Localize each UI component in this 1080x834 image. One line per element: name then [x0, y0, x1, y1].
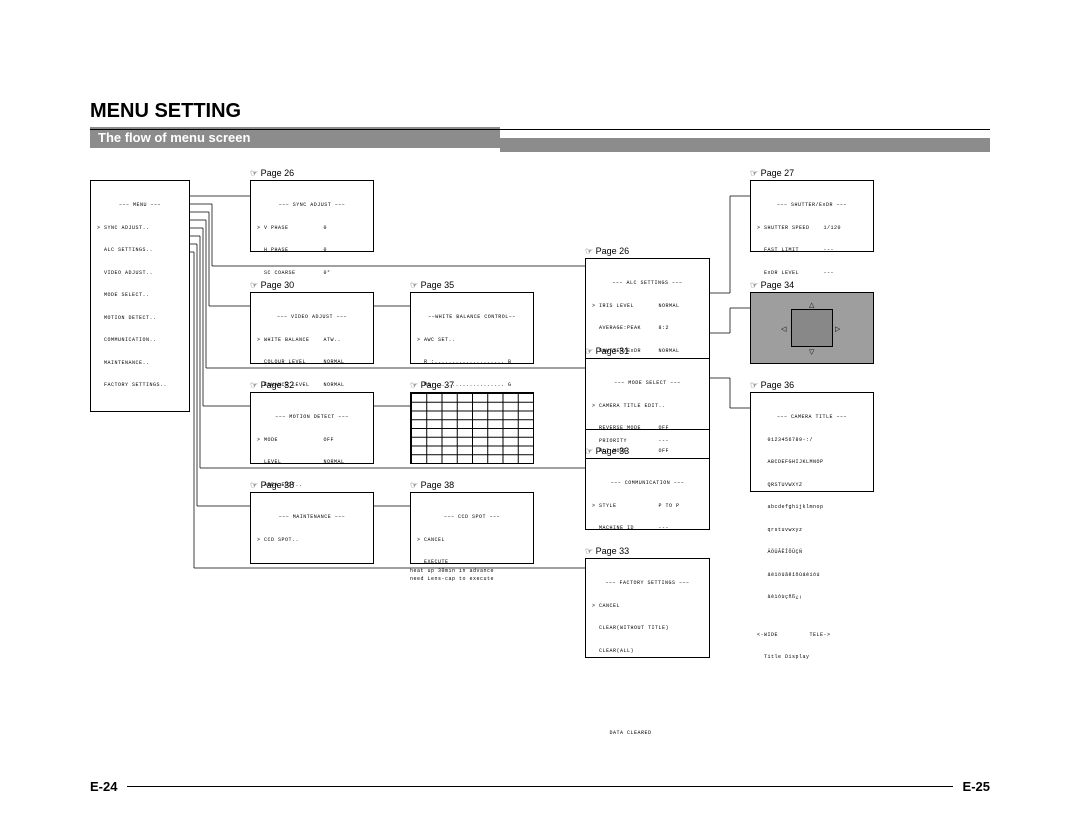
box-row: > WHITE BALANCE ATW..: [257, 337, 367, 345]
page-ref: ☞ Page 33: [585, 446, 629, 457]
menu-box-motion: ––– MOTION DETECT ––– > MODE OFF LEVEL N…: [250, 392, 374, 464]
subtitle-extension: [500, 138, 990, 152]
menu-box-wb: ––WHITE BALANCE CONTROL–– > AWC SET.. R …: [410, 292, 534, 364]
box-row: CLEAR(WITHOUT TITLE): [592, 625, 703, 633]
menu-box-comm: ––– COMMUNICATION ––– > STYLE P TO P MAC…: [585, 458, 710, 530]
box-title: ––– SYNC ADJUST –––: [257, 202, 367, 210]
box-row: COLOUR LEVEL NORMAL: [257, 359, 367, 367]
flow-diagram: ––– MENU ––– > SYNC ADJUST.. ALC SETTING…: [90, 168, 990, 728]
box-row: > CAMERA TITLE EDIT..: [592, 403, 703, 411]
menu-row: COMMUNICATION..: [97, 337, 183, 345]
footer-left: E-24: [90, 779, 117, 794]
box-title: ––– ALC SETTINGS –––: [592, 280, 703, 288]
menu-row: > SYNC ADJUST..: [97, 225, 183, 233]
box-title: ––– VIDEO ADJUST –––: [257, 314, 367, 322]
menu-box-camtitle: ––– CAMERA TITLE ––– 0123456789-:/ ABCDE…: [750, 392, 874, 492]
box-row: > CANCEL: [417, 537, 527, 545]
menu-row: VIDEO ADJUST..: [97, 270, 183, 278]
menu-box-mode: ––– MODE SELECT ––– > CAMERA TITLE EDIT.…: [585, 358, 710, 430]
box-title: ––– FACTORY SETTINGS –––: [592, 580, 703, 588]
page-ref: ☞ Page 35: [410, 280, 454, 291]
footer: E-24 E-25: [90, 779, 990, 794]
box-row: MACHINE ID ---: [592, 525, 703, 533]
page-ref: ☞ Page 38: [410, 480, 454, 491]
menu-box-maint: ––– MAINTENANCE ––– > CCD SPOT..: [250, 492, 374, 564]
subtitle: The flow of menu screen: [90, 127, 500, 148]
box-title: ––– CCD SPOT –––: [417, 514, 527, 522]
menu-box-factory: ––– FACTORY SETTINGS ––– > CANCEL CLEAR(…: [585, 558, 710, 658]
box-title: ––– CAMERA TITLE –––: [757, 414, 867, 422]
menu-title: ––– MENU –––: [97, 202, 183, 210]
menu-box-area-edit-grid: [410, 392, 534, 464]
box-row: äëïöüâêîôûáéíóú: [757, 572, 867, 580]
menu-row: MAINTENANCE..: [97, 360, 183, 368]
page-ref: ☞ Page 30: [250, 280, 294, 291]
page-ref: ☞ Page 31: [585, 346, 629, 357]
box-row: > CCD SPOT..: [257, 537, 367, 545]
box-title: ––WHITE BALANCE CONTROL––: [417, 314, 527, 322]
box-row: Title Display: [757, 654, 867, 662]
box-row: LEVEL NORMAL: [257, 459, 367, 467]
box-row: AVERAGE:PEAK 8:2: [592, 325, 703, 333]
box-title: ––– COMMUNICATION –––: [592, 480, 703, 488]
box-row: > STYLE P TO P: [592, 503, 703, 511]
box-row: REVERSE MODE OFF: [592, 425, 703, 433]
menu-box-shutter: ––– SHUTTER/ExDR ––– > SHUTTER SPEED 1/1…: [750, 180, 874, 252]
page-ref: ☞ Page 32: [250, 380, 294, 391]
box-row: abcdefghijklmnop: [757, 504, 867, 512]
footer-rule: [127, 786, 952, 787]
box-row: 0123456789-:/: [757, 437, 867, 445]
box-row: QRSTUVWXYZ: [757, 482, 867, 490]
box-row: > AWC SET..: [417, 337, 527, 345]
box-row: SC COARSE 0°: [257, 270, 367, 278]
menu-box-blc-area: △ ▽ ◁ ▷: [750, 292, 874, 364]
box-row: > MODE OFF: [257, 437, 367, 445]
menu-row: MODE SELECT..: [97, 292, 183, 300]
box-row: ExDR LEVEL ---: [757, 270, 867, 278]
page-title: MENU SETTING: [90, 100, 990, 123]
page-ref: ☞ Page 27: [750, 168, 794, 179]
ccd-note1: heat up 30min in advance: [410, 568, 494, 574]
box-row: > CANCEL: [592, 603, 703, 611]
menu-box-video: ––– VIDEO ADJUST ––– > WHITE BALANCE ATW…: [250, 292, 374, 364]
footer-right: E-25: [963, 779, 990, 794]
ccd-note2: need Lens-cap to execute: [410, 576, 494, 582]
box-row: qrstuvwxyz: [757, 527, 867, 535]
box-row: DATA CLEARED: [592, 730, 703, 738]
box-row: ABCDEFGHIJKLMNOP: [757, 459, 867, 467]
menu-box-ccd: ––– CCD SPOT ––– > CANCEL EXECUTE: [410, 492, 534, 564]
box-row: <-WIDE TELE->: [757, 632, 867, 640]
box-row: R :.................... B: [417, 359, 527, 367]
box-row: H PHASE 0: [257, 247, 367, 255]
page-ref: ☞ Page 26: [585, 246, 629, 257]
box-row: > V PHASE 0: [257, 225, 367, 233]
menu-row: ALC SETTINGS..: [97, 247, 183, 255]
box-row: àèìòùçñß¿¡: [757, 594, 867, 602]
menu-row: FACTORY SETTINGS..: [97, 382, 183, 390]
page-ref: ☞ Page 36: [750, 380, 794, 391]
box-row: FAST LIMIT ---: [757, 247, 867, 255]
page-ref: ☞ Page 34: [750, 280, 794, 291]
menu-row: MOTION DETECT..: [97, 315, 183, 323]
page-ref: ☞ Page 38: [250, 480, 294, 491]
box-row: EXECUTE: [417, 559, 527, 567]
menu-box-main: ––– MENU ––– > SYNC ADJUST.. ALC SETTING…: [90, 180, 190, 412]
box-row: > IRIS LEVEL NORMAL: [592, 303, 703, 311]
page-ref: ☞ Page 26: [250, 168, 294, 179]
box-row: > SHUTTER SPEED 1/120: [757, 225, 867, 233]
menu-box-sync: ––– SYNC ADJUST ––– > V PHASE 0 H PHASE …: [250, 180, 374, 252]
box-row: CLEAR(ALL): [592, 648, 703, 656]
page-ref: ☞ Page 37: [410, 380, 454, 391]
box-title: ––– MODE SELECT –––: [592, 380, 703, 388]
page-ref: ☞ Page 33: [585, 546, 629, 557]
box-row: ÄÖÜÂÊÎÔÛÇÑ: [757, 549, 867, 557]
box-title: ––– MAINTENANCE –––: [257, 514, 367, 522]
box-title: ––– MOTION DETECT –––: [257, 414, 367, 422]
box-title: ––– SHUTTER/ExDR –––: [757, 202, 867, 210]
rule-top: [90, 129, 990, 130]
